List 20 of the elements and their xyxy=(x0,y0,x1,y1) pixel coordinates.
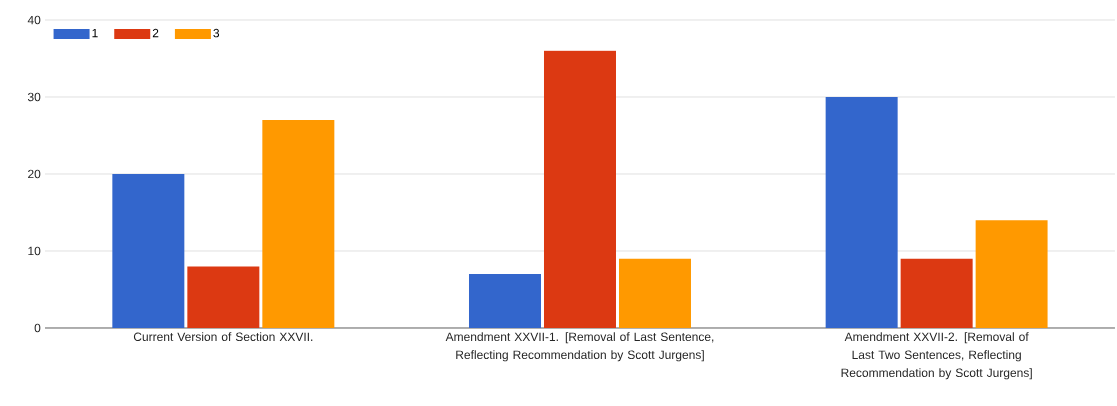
bar xyxy=(112,173,185,328)
bar xyxy=(900,258,973,328)
y-tick-label: 30 xyxy=(27,92,41,102)
bar xyxy=(187,266,260,328)
bar xyxy=(262,120,335,328)
bar xyxy=(469,274,541,328)
bar xyxy=(618,258,691,328)
y-tick-label: 40 xyxy=(27,15,41,25)
legend-label: 1 xyxy=(92,28,98,38)
legend-label: 2 xyxy=(152,28,159,38)
y-tick-label: 0 xyxy=(34,323,41,333)
y-tick-label: 20 xyxy=(28,169,41,179)
bar xyxy=(825,96,898,328)
bar xyxy=(543,50,616,328)
bar xyxy=(975,220,1048,328)
x-tick-label: Amendment XXVII-2. [Removal of Last Two Sentences, Reflecting Recommendation by Scott Jurgens] xyxy=(841,332,1032,380)
x-tick-label: Amendment XXVII-1. [Removal of Last Sentence, Reflecting Recommendation by Scott Jurgens] xyxy=(445,332,714,362)
x-tick-label: Current Version of Section XXVII. xyxy=(133,332,313,341)
y-tick-label: 10 xyxy=(28,246,41,256)
legend-label: 3 xyxy=(213,28,220,38)
